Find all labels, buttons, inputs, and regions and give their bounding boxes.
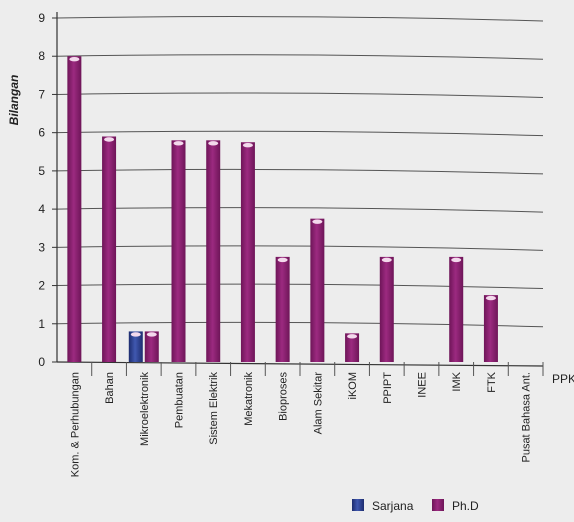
y-tick-label: 6: [38, 126, 45, 140]
legend-swatch-phd: [432, 499, 444, 511]
x-tick-label: Pusat Bahasa Ant.: [521, 372, 533, 463]
legend: Sarjana Ph.D: [352, 499, 479, 513]
bars: [67, 56, 498, 362]
bar-cap: [485, 295, 496, 301]
bar-cap: [146, 332, 157, 337]
bar-cap: [451, 257, 462, 263]
bar-phd: [102, 136, 117, 362]
bar-cap: [208, 141, 219, 146]
gridline: [56, 16, 544, 22]
bar-phd: [240, 142, 255, 362]
tick-labels: 0 1 2 3 4 5 6 7 8 9 Kom. & Perhubungan Bahan Mikroel…: [38, 11, 532, 477]
y-tick-label: 4: [38, 202, 45, 216]
bar-sarjana: [128, 331, 143, 362]
y-tick-label: 2: [38, 279, 45, 293]
x-tick-label: Bahan: [104, 372, 116, 404]
gridline: [56, 283, 544, 290]
gridline: [56, 54, 544, 60]
bar-cap: [69, 57, 80, 62]
gridline: [56, 92, 544, 98]
axes: [52, 12, 544, 376]
x-tick-label: PPIPT: [382, 372, 394, 404]
x-tick-label: Bioproses: [278, 372, 290, 421]
gridline: [56, 245, 544, 251]
bar-phd: [144, 331, 159, 362]
y-tick-label: 8: [38, 49, 45, 63]
y-tick-label: 5: [38, 164, 45, 178]
bar-phd: [67, 56, 82, 362]
y-axis-label: Bilangan: [7, 75, 21, 126]
bar-cap: [277, 257, 288, 263]
bar-phd: [379, 256, 394, 362]
x-tick-label: Kom. & Perhubungan: [69, 372, 81, 477]
x-tick-label: Alam Sekitar: [312, 372, 324, 435]
bar-phd: [310, 218, 325, 362]
bar-cap: [173, 141, 184, 146]
gridlines: [56, 16, 544, 328]
x-tick-label: iKOM: [347, 372, 359, 400]
y-tick-label: 0: [38, 355, 45, 369]
x-axis-label: PPK: [552, 372, 574, 386]
bar-phd: [345, 333, 360, 362]
gridline: [56, 168, 544, 175]
x-tick-label: IMK: [451, 371, 463, 391]
gridline: [56, 207, 544, 213]
legend-label-sarjana: Sarjana: [372, 499, 414, 513]
bar-cap: [130, 332, 141, 337]
bar-cap: [104, 137, 115, 142]
x-tick-label: Mekatronik: [243, 372, 255, 426]
y-tick-label: 3: [38, 240, 45, 254]
x-tick-label: Sistem Elektrik: [208, 372, 220, 445]
bar-phd: [483, 295, 498, 362]
bar-phd: [206, 140, 221, 362]
legend-swatch-sarjana: [352, 499, 364, 511]
x-tick-label: FTK: [486, 371, 498, 392]
bar-cap: [347, 334, 358, 339]
bar-cap: [312, 219, 323, 224]
bar-phd: [275, 256, 290, 362]
y-tick-label: 1: [38, 317, 45, 331]
bar-cap: [381, 257, 392, 263]
gridline: [56, 321, 544, 328]
x-tick-label: Pembuatan: [174, 372, 186, 428]
y-tick-label: 7: [38, 87, 45, 101]
gridline: [56, 130, 544, 137]
x-tick-label: INEE: [417, 372, 429, 398]
bar-cap: [242, 143, 253, 148]
legend-label-phd: Ph.D: [452, 499, 479, 513]
bar-phd: [449, 256, 464, 362]
y-tick-label: 9: [38, 11, 45, 25]
bar-phd: [171, 140, 186, 362]
x-tick-label: Mikroelektronik: [139, 372, 151, 446]
